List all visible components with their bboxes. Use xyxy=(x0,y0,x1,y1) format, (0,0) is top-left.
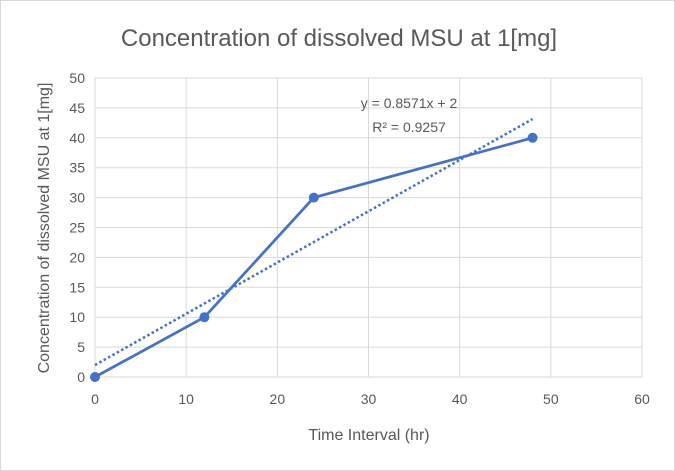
y-tick-label: 40 xyxy=(69,130,85,146)
x-axis-label: Time Interval (hr) xyxy=(308,427,429,444)
series-group xyxy=(90,132,538,382)
data-point-marker xyxy=(90,372,100,382)
y-tick-label: 45 xyxy=(69,100,85,116)
y-tick-label: 35 xyxy=(69,160,85,176)
x-tick-label: 20 xyxy=(270,391,286,407)
chart-title: Concentration of dissolved MSU at 1[mg] xyxy=(121,25,557,52)
x-tick-label: 10 xyxy=(178,391,194,407)
series-line xyxy=(94,136,533,379)
x-tick-label: 30 xyxy=(361,391,377,407)
x-tick-label: 0 xyxy=(91,391,99,407)
trendline-group xyxy=(94,117,534,367)
trendline-r-squared: R² = 0.9257 xyxy=(372,119,446,135)
y-tick-label: 50 xyxy=(69,70,85,86)
y-tick-label: 0 xyxy=(77,369,85,385)
x-tick-label: 50 xyxy=(543,391,559,407)
y-tick-label: 25 xyxy=(69,220,85,236)
gridlines xyxy=(94,77,643,378)
trendline-equation: y = 0.8571x + 2 xyxy=(361,95,458,111)
y-tick-label: 5 xyxy=(77,339,85,355)
y-tick-label: 10 xyxy=(69,309,85,325)
data-point-marker xyxy=(527,132,538,143)
x-tick-label: 60 xyxy=(634,391,650,407)
tick-labels: 0 5 10 15 20 25 30 35 40 45 50 0 10 20 30 40 50 60 xyxy=(69,70,650,407)
y-tick-label: 30 xyxy=(69,190,85,206)
y-axis-label: Concentration of dissolved MSU at 1[mg] xyxy=(36,83,53,374)
y-tick-label: 20 xyxy=(69,249,85,265)
linear-trendline xyxy=(94,117,534,367)
data-point-marker xyxy=(199,312,210,323)
y-tick-label: 15 xyxy=(69,279,85,295)
x-tick-label: 40 xyxy=(452,391,468,407)
data-point-marker xyxy=(308,192,319,203)
